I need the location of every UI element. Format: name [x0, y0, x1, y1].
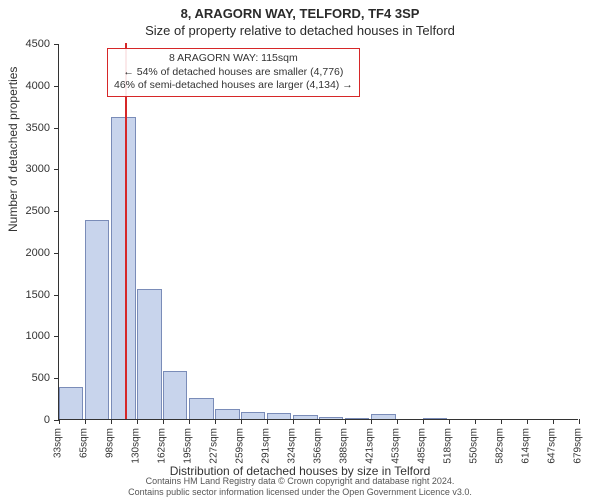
y-tick-mark — [54, 86, 59, 87]
y-tick-label: 4000 — [10, 80, 50, 92]
histogram-bar — [137, 289, 161, 419]
y-tick-label: 1500 — [10, 289, 50, 301]
x-tick-mark — [215, 419, 216, 424]
x-tick-mark — [163, 419, 164, 424]
x-tick-mark — [319, 419, 320, 424]
y-tick-label: 2500 — [10, 205, 50, 217]
x-tick-label: 65sqm — [78, 428, 89, 458]
x-tick-label: 485sqm — [416, 428, 427, 464]
annotation-line: 46% of semi-detached houses are larger (… — [114, 79, 353, 93]
y-tick-mark — [54, 211, 59, 212]
y-tick-label: 500 — [10, 372, 50, 384]
histogram-bar — [345, 418, 369, 419]
x-tick-mark — [553, 419, 554, 424]
histogram-bar — [267, 413, 291, 419]
x-tick-mark — [423, 419, 424, 424]
annotation-line: 8 ARAGORN WAY: 115sqm — [114, 52, 353, 66]
x-tick-label: 195sqm — [183, 428, 194, 464]
x-tick-mark — [59, 419, 60, 424]
histogram-bar — [241, 412, 265, 419]
histogram-bar — [59, 387, 83, 419]
footer-line1: Contains HM Land Registry data © Crown c… — [0, 476, 600, 487]
chart-title-sub: Size of property relative to detached ho… — [0, 21, 600, 42]
x-tick-label: 291sqm — [260, 428, 271, 464]
histogram-bar — [319, 417, 343, 419]
histogram-bar — [85, 220, 109, 419]
y-tick-mark — [54, 253, 59, 254]
y-tick-label: 3000 — [10, 163, 50, 175]
annotation-line: ← 54% of detached houses are smaller (4,… — [114, 66, 353, 80]
x-tick-label: 259sqm — [234, 428, 245, 464]
x-tick-label: 550sqm — [469, 428, 480, 464]
histogram-bar — [293, 415, 317, 419]
x-tick-mark — [241, 419, 242, 424]
x-tick-label: 162sqm — [156, 428, 167, 464]
y-tick-mark — [54, 295, 59, 296]
histogram-bar — [423, 418, 447, 419]
x-tick-label: 98sqm — [105, 428, 116, 458]
x-tick-mark — [449, 419, 450, 424]
y-tick-mark — [54, 378, 59, 379]
y-tick-label: 0 — [10, 414, 50, 426]
histogram-bar — [371, 414, 395, 419]
y-tick-mark — [54, 336, 59, 337]
x-tick-mark — [475, 419, 476, 424]
histogram-bar — [215, 409, 239, 419]
y-tick-label: 2000 — [10, 247, 50, 259]
x-tick-label: 582sqm — [494, 428, 505, 464]
y-tick-mark — [54, 44, 59, 45]
x-tick-label: 421sqm — [365, 428, 376, 464]
plot-region: 8 ARAGORN WAY: 115sqm← 54% of detached h… — [58, 44, 578, 420]
chart-plot-area: 8 ARAGORN WAY: 115sqm← 54% of detached h… — [58, 44, 578, 420]
y-tick-label: 4500 — [10, 38, 50, 50]
x-tick-label: 453sqm — [391, 428, 402, 464]
histogram-bar — [111, 117, 135, 419]
y-tick-label: 1000 — [10, 330, 50, 342]
y-tick-label: 3500 — [10, 122, 50, 134]
x-tick-mark — [527, 419, 528, 424]
x-tick-label: 388sqm — [338, 428, 349, 464]
x-tick-label: 518sqm — [443, 428, 454, 464]
y-tick-mark — [54, 128, 59, 129]
x-tick-mark — [267, 419, 268, 424]
x-tick-mark — [85, 419, 86, 424]
x-tick-label: 33sqm — [53, 428, 64, 458]
x-tick-mark — [371, 419, 372, 424]
x-tick-mark — [137, 419, 138, 424]
x-tick-label: 227sqm — [209, 428, 220, 464]
x-tick-mark — [111, 419, 112, 424]
annotation-box: 8 ARAGORN WAY: 115sqm← 54% of detached h… — [107, 48, 360, 97]
x-tick-mark — [189, 419, 190, 424]
x-tick-mark — [397, 419, 398, 424]
x-tick-label: 614sqm — [520, 428, 531, 464]
x-tick-label: 679sqm — [573, 428, 584, 464]
histogram-bar — [163, 371, 187, 419]
x-tick-mark — [345, 419, 346, 424]
x-tick-label: 356sqm — [313, 428, 324, 464]
x-tick-label: 130sqm — [131, 428, 142, 464]
histogram-bar — [189, 398, 213, 419]
x-tick-label: 647sqm — [547, 428, 558, 464]
x-tick-mark — [293, 419, 294, 424]
property-marker-line — [125, 43, 127, 419]
footer-attribution: Contains HM Land Registry data © Crown c… — [0, 476, 600, 500]
x-tick-mark — [501, 419, 502, 424]
footer-line2: Contains public sector information licen… — [0, 487, 600, 498]
y-tick-mark — [54, 169, 59, 170]
chart-title-main: 8, ARAGORN WAY, TELFORD, TF4 3SP — [0, 0, 600, 21]
x-tick-mark — [579, 419, 580, 424]
x-tick-label: 324sqm — [287, 428, 298, 464]
